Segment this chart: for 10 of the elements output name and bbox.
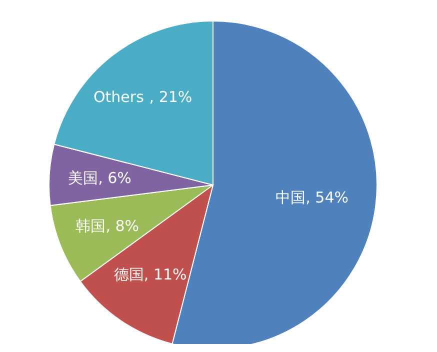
slice-label: 中国 (276, 188, 306, 207)
slice-label: 美国 (68, 169, 98, 187)
data-label: , 21% (149, 88, 192, 106)
data-label: , 6% (98, 169, 132, 187)
data-label: , 11% (144, 266, 187, 284)
data-label: , 8% (106, 217, 140, 236)
slice-label: 韩国 (76, 217, 106, 236)
data-label: , 54% (306, 188, 349, 207)
slice-label: Others (94, 88, 144, 106)
slice-label: 德国 (114, 266, 144, 284)
